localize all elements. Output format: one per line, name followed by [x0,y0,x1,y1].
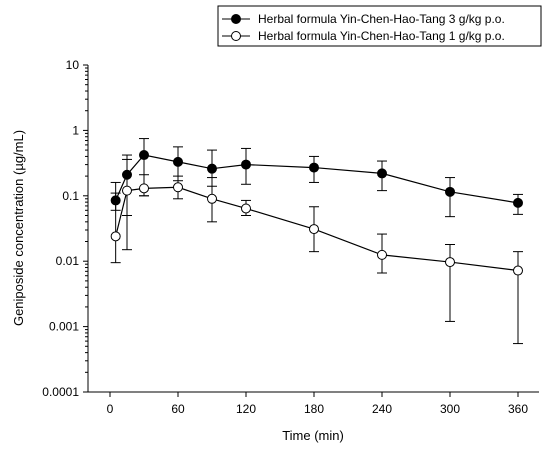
legend-marker-series-2 [231,31,241,41]
data-point [207,163,217,174]
x-axis-title: Time (min) [282,428,344,443]
series-layer [110,138,523,345]
data-point [241,203,251,214]
data-point [513,265,523,276]
data-point [173,182,183,193]
error-bar [122,158,132,251]
data-point [139,183,149,194]
data-point [309,224,319,235]
data-point [122,185,132,196]
x-tick-label: 300 [440,402,460,416]
error-bar [445,177,455,218]
y-ticks: 0.0001 0.001 0.01 0.1 1 10 [42,58,88,399]
error-bar [445,244,455,322]
error-bar [110,192,121,264]
y-tick-label: 1 [72,123,79,137]
data-point [445,186,455,197]
series-2 [110,158,523,345]
y-tick-label: 0.001 [49,320,79,334]
data-point [309,162,319,173]
legend: Herbal formula Yin-Chen-Hao-Tang 3 g/kg … [217,5,542,47]
data-point [445,257,455,268]
y-axis-title: Geniposide concentration (µg/mL) [11,130,26,326]
data-point [377,249,387,260]
error-bar [513,251,523,345]
data-point [241,159,251,170]
x-tick-label: 120 [236,402,256,416]
series-line [115,186,519,272]
data-point [173,156,183,167]
x-tick-label: 240 [372,402,392,416]
x-tick-label: 0 [107,402,114,416]
y-tick-label: 0.1 [62,189,79,203]
data-point [139,150,149,161]
x-tick-label: 60 [171,402,185,416]
data-point [207,193,217,204]
legend-label-series-1: Herbal formula Yin-Chen-Hao-Tang 3 g/kg … [258,12,505,26]
legend-box [217,5,542,47]
legend-marker-series-1 [231,14,241,24]
series-line [115,154,519,204]
x-tick-label: 360 [508,402,528,416]
data-point [110,231,121,242]
x-tick-label: 180 [304,402,324,416]
legend-label-series-2: Herbal formula Yin-Chen-Hao-Tang 1 g/kg … [258,29,505,43]
series-1 [110,138,523,218]
y-tick-label: 0.0001 [42,385,79,399]
x-ticks: 0 60 120 180 240 300 360 [107,392,528,416]
y-tick-label: 10 [66,58,80,72]
y-tick-label: 0.01 [56,254,80,268]
data-point [513,197,523,208]
data-point [377,168,387,179]
